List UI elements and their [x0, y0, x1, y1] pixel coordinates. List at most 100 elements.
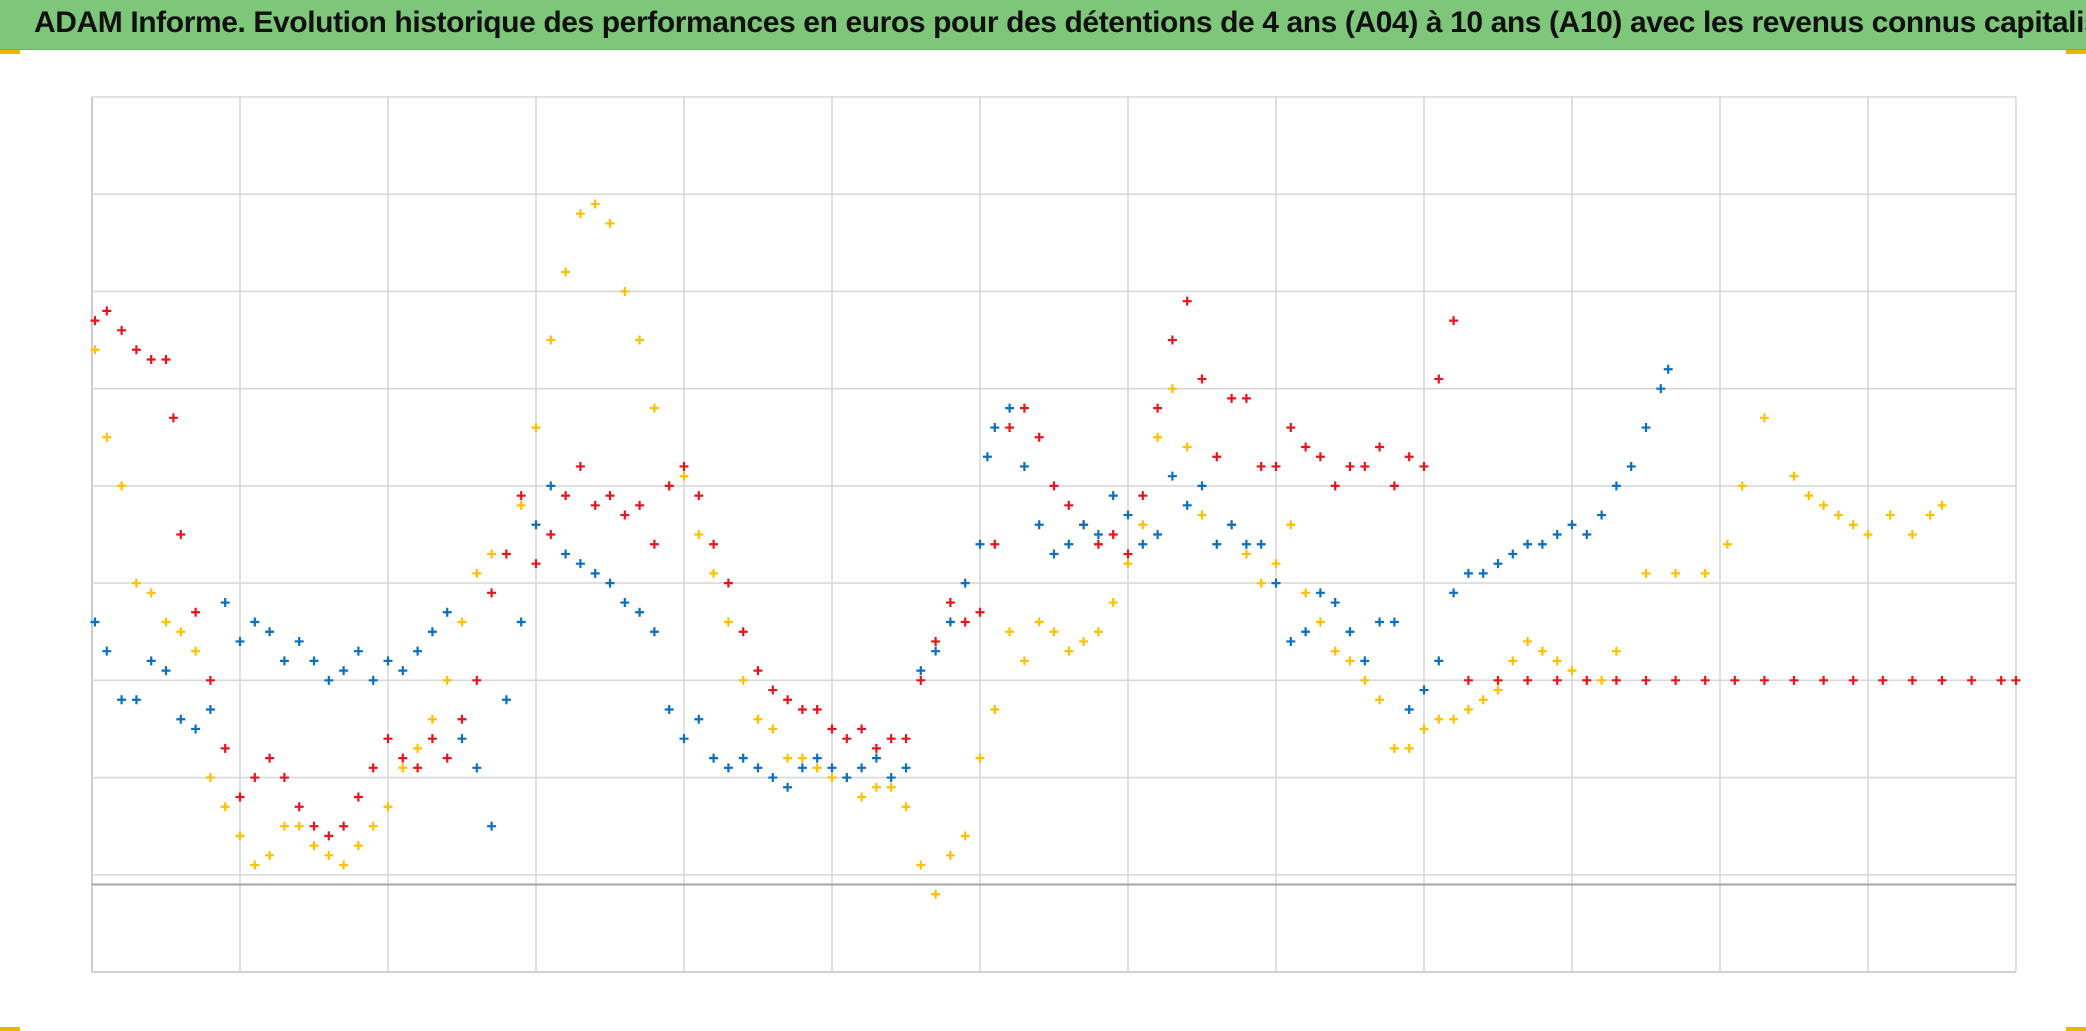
- data-point: [309, 821, 319, 831]
- data-point: [1567, 666, 1577, 676]
- data-point: [1582, 675, 1592, 685]
- data-point: [561, 267, 571, 277]
- data-point: [1005, 423, 1015, 433]
- data-point: [1005, 403, 1015, 413]
- chart-title: ADAM Informe. Evolution historique des p…: [34, 6, 2086, 39]
- data-point: [1937, 500, 1947, 510]
- data-point: [635, 500, 645, 510]
- data-point: [279, 656, 289, 666]
- data-point: [1271, 578, 1281, 588]
- data-point: [575, 209, 585, 219]
- data-point: [1108, 491, 1118, 501]
- data-point: [1789, 675, 1799, 685]
- data-point: [383, 656, 393, 666]
- data-point: [738, 753, 748, 763]
- data-point: [1375, 442, 1385, 452]
- data-point: [168, 413, 178, 423]
- data-point: [309, 656, 319, 666]
- data-point: [1907, 530, 1917, 539]
- data-point: [1123, 559, 1133, 569]
- data-point: [472, 763, 482, 773]
- data-point: [960, 617, 970, 627]
- data-point: [1478, 695, 1488, 705]
- data-point: [1286, 520, 1296, 530]
- data-point: [1611, 646, 1621, 656]
- data-point: [1286, 423, 1296, 433]
- data-point: [694, 491, 704, 501]
- data-point: [427, 627, 437, 637]
- data-point: [916, 860, 926, 870]
- data-point: [827, 724, 837, 734]
- data-point: [1019, 656, 1029, 666]
- data-point: [1611, 481, 1621, 491]
- data-point: [1375, 617, 1385, 627]
- data-point: [1626, 461, 1636, 471]
- data-point: [487, 549, 497, 559]
- data-point: [1315, 452, 1325, 462]
- data-point: [161, 617, 171, 627]
- data-point: [1108, 598, 1118, 608]
- data-point: [1079, 520, 1089, 530]
- data-point: [1064, 539, 1074, 549]
- data-point: [131, 578, 141, 588]
- data-point: [1138, 520, 1148, 530]
- data-point: [1049, 549, 1059, 559]
- data-point: [1419, 461, 1429, 471]
- data-point: [339, 666, 349, 676]
- data-point: [1286, 636, 1296, 646]
- data-point: [1345, 656, 1355, 666]
- data-point: [546, 530, 556, 539]
- corner-accent-top-left: [0, 50, 20, 54]
- data-point: [990, 423, 1000, 433]
- data-point: [960, 831, 970, 841]
- data-point: [797, 705, 807, 714]
- data-point: [1182, 442, 1192, 452]
- data-point: [575, 461, 585, 471]
- data-point: [590, 500, 600, 510]
- data-point: [901, 763, 911, 773]
- data-point: [1019, 461, 1029, 471]
- data-point: [353, 646, 363, 656]
- data-point: [1863, 530, 1873, 539]
- data-point: [1197, 374, 1207, 384]
- data-point: [1508, 549, 1518, 559]
- data-point: [442, 675, 452, 685]
- data-point: [90, 316, 100, 326]
- data-point: [413, 763, 423, 773]
- data-point: [649, 627, 659, 637]
- data-point: [1153, 530, 1163, 539]
- data-point: [1167, 471, 1177, 481]
- data-point: [945, 598, 955, 608]
- data-point: [1389, 481, 1399, 491]
- data-point: [664, 481, 674, 491]
- data-point: [1819, 675, 1829, 685]
- data-point: [694, 530, 704, 539]
- data-point: [1123, 549, 1133, 559]
- data-point: [1449, 316, 1459, 326]
- data-point: [1463, 675, 1473, 685]
- data-point: [783, 782, 793, 792]
- data-point: [472, 675, 482, 685]
- data-point: [1523, 636, 1533, 646]
- data-point: [842, 734, 852, 744]
- data-point: [191, 646, 201, 656]
- data-point: [1034, 520, 1044, 530]
- data-point: [413, 743, 423, 753]
- data-point: [1064, 500, 1074, 510]
- data-point: [427, 734, 437, 744]
- data-point: [1212, 539, 1222, 549]
- data-point: [531, 520, 541, 530]
- data-point: [1523, 539, 1533, 549]
- data-point: [368, 675, 378, 685]
- data-point: [931, 646, 941, 656]
- scatter-chart: [90, 96, 2021, 973]
- data-point: [679, 471, 689, 481]
- data-point: [1138, 491, 1148, 501]
- data-point: [368, 763, 378, 773]
- data-point: [1345, 461, 1355, 471]
- data-point: [1212, 452, 1222, 462]
- data-point: [324, 831, 334, 841]
- data-point: [1049, 627, 1059, 637]
- data-point: [1463, 705, 1473, 714]
- data-point: [812, 763, 822, 773]
